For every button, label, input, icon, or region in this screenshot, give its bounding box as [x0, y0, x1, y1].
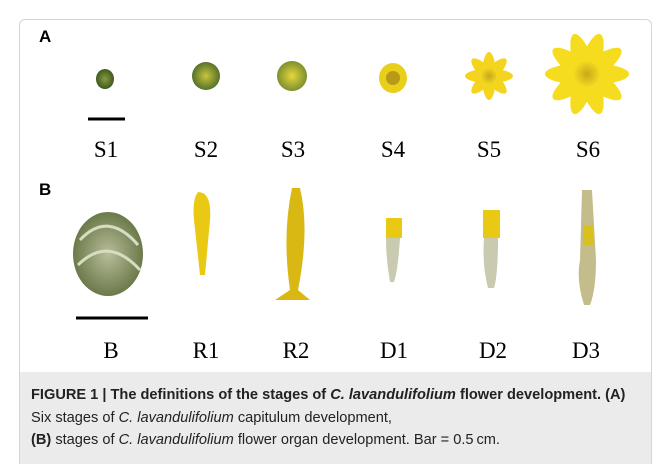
stage-label: S3	[281, 137, 305, 162]
stage-label: S2	[194, 137, 218, 162]
stage-labels: S1 S2 S3 S4 S5 S6	[94, 137, 600, 162]
caption-text: flower organ development. Bar = 0.5 cm.	[233, 432, 500, 448]
caption-text: (A)	[601, 387, 626, 403]
stage-label: R2	[283, 338, 310, 363]
panel-label: B	[39, 180, 51, 199]
figure-image: A B S1 S2 S3 S4 S5 S6 B R1 R2 D1 D2 D3	[39, 27, 629, 363]
stage-label: S6	[576, 137, 600, 162]
caption-text: C. lavandulifolium	[118, 409, 234, 426]
stage-labels: B R1 R2 D1 D2 D3	[103, 338, 600, 363]
caption: FIGURE 1 | The definitions of the stages…	[20, 372, 651, 464]
figure: A B S1 S2 S3 S4 S5 S6 B R1 R2 D1 D2 D3 FIGURE 1 | …	[19, 19, 652, 464]
caption-text: C. lavandulifolium	[330, 387, 456, 403]
caption-text: Six stages of	[31, 409, 119, 426]
caption-text: (B)	[31, 432, 52, 448]
caption-text: capitulum development,	[233, 409, 392, 426]
caption-text: FIGURE 1 | The definitions of the stages…	[31, 387, 331, 403]
caption-text: flower development.	[455, 387, 602, 403]
panel-label: A	[39, 27, 51, 46]
stage-images	[88, 33, 629, 121]
stage-label: D1	[380, 338, 408, 363]
organ-images	[73, 188, 596, 320]
stage-label: R1	[193, 338, 220, 363]
stage-label: D2	[479, 338, 507, 363]
caption-text: C. lavandulifolium	[330, 387, 456, 403]
caption-text: stages of	[51, 432, 119, 448]
caption-text: C. lavandulifolium	[118, 432, 234, 448]
stage-label: D3	[572, 338, 600, 363]
stage-label: S5	[477, 137, 501, 162]
stage-label: S1	[94, 137, 118, 162]
stage-label: B	[103, 338, 118, 363]
stage-label: S4	[381, 137, 406, 162]
